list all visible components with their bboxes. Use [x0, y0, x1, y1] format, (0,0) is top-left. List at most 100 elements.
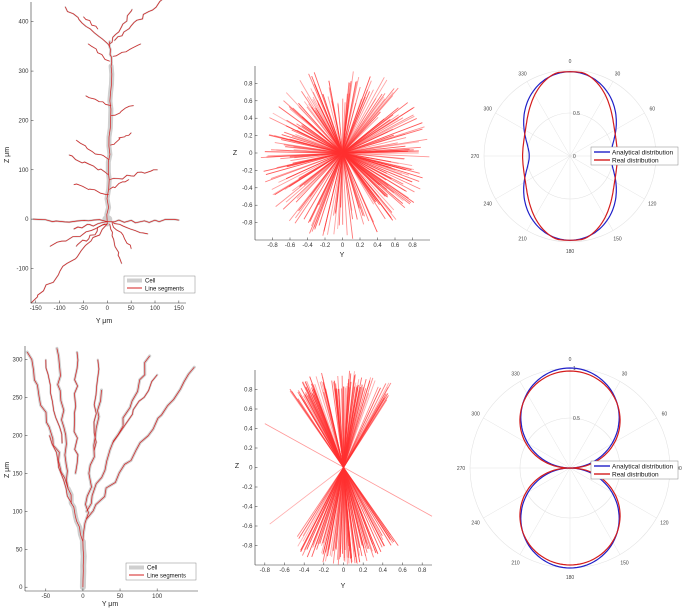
- direction-line: [343, 467, 373, 545]
- polar-radius-label: 0: [573, 154, 576, 160]
- y-axis-label: Z: [235, 463, 240, 470]
- polar-angle-label: 30: [622, 372, 628, 378]
- polar-angle-label: 0: [569, 59, 572, 65]
- polar-grid-spoke: [483, 467, 571, 519]
- polar-grid-spoke: [495, 155, 571, 200]
- polar-grid-spoke: [483, 417, 571, 469]
- y-tick-label: -0.4: [242, 505, 253, 511]
- polar-angle-label: 60: [649, 107, 655, 113]
- direction-line: [260, 152, 343, 159]
- polar-angle-label: 60: [662, 412, 668, 418]
- line-segment: [56, 348, 69, 489]
- y-tick-label: 0: [25, 217, 29, 223]
- real-distribution-curve: [522, 71, 618, 241]
- x-axis-label: Y: [340, 252, 345, 259]
- polar-radius-label: 0.5: [573, 416, 580, 422]
- polar-angle-label: 30: [615, 72, 621, 78]
- direction-line: [342, 145, 406, 154]
- direction-line: [327, 96, 343, 154]
- line-segment: [114, 0, 163, 41]
- direction-lines-top: [260, 71, 430, 239]
- direction-line: [309, 152, 343, 234]
- y-tick-label: -0.6: [242, 203, 253, 209]
- x-tick-label: 0.2: [359, 568, 368, 574]
- direction-line: [334, 467, 344, 549]
- direction-line: [318, 152, 343, 226]
- direction-line: [300, 467, 344, 553]
- direction-line: [296, 467, 344, 537]
- radial-plot-bottom: -0.8 -0.6 -0.4 -0.2 0 0.2 0.4 0.6 0.8 -0.8 -0.6 -0.…: [235, 370, 433, 590]
- x-tick-label: 100: [152, 594, 163, 600]
- line-segment: [106, 66, 113, 225]
- direction-line: [283, 131, 343, 154]
- legend-entry-cell: Cell: [145, 279, 155, 285]
- direction-line: [342, 152, 411, 205]
- direction-line: [327, 152, 343, 235]
- polar-angle-label: 330: [511, 372, 520, 378]
- direction-line: [295, 152, 343, 203]
- y-tick-label: -0.8: [242, 221, 253, 227]
- direction-line: [298, 102, 343, 154]
- direction-line: [304, 381, 344, 468]
- direction-line: [334, 388, 344, 468]
- cell-shape-bottom: [25, 346, 196, 591]
- x-tick-label: 0.4: [373, 243, 382, 249]
- direction-line: [282, 152, 343, 210]
- x-axis-label: Y μm: [96, 318, 113, 325]
- direction-line: [337, 102, 343, 154]
- polar-angle-label: 150: [613, 236, 622, 242]
- polar-angle-label: 0: [569, 357, 572, 363]
- direction-line: [292, 152, 343, 192]
- line-segment: [49, 435, 73, 504]
- direction-line: [263, 152, 343, 172]
- y-tick-label: 0: [249, 466, 253, 472]
- x-tick-label: -100: [54, 306, 67, 312]
- direction-line: [269, 467, 344, 525]
- line-segment: [110, 132, 132, 146]
- y-tick-label: 0.6: [244, 407, 253, 413]
- direction-line: [342, 152, 415, 193]
- line-segment: [30, 223, 108, 304]
- direction-line: [343, 467, 391, 536]
- x-tick-label: 50: [128, 306, 135, 312]
- direction-line: [281, 134, 343, 154]
- direction-line: [342, 152, 403, 175]
- legend: Cell Line segments: [125, 562, 197, 581]
- direction-line: [325, 388, 344, 468]
- direction-line: [337, 104, 343, 154]
- line-segments-bottom: [26, 348, 195, 588]
- direction-line: [342, 152, 365, 217]
- x-tick-label: -50: [79, 306, 88, 312]
- direction-line: [328, 467, 344, 550]
- polar-grid-spoke: [569, 467, 657, 519]
- direction-line: [342, 467, 344, 554]
- analytical-distribution-curve: [520, 367, 620, 569]
- polar-grid-bottom: 0 30 60 90 120 150 180 210 240 270 300 330 0.5 1: [457, 357, 682, 581]
- line-segment: [109, 223, 122, 264]
- direction-line: [333, 152, 343, 216]
- direction-line: [338, 388, 344, 468]
- x-tick-label: -0.4: [299, 568, 310, 574]
- direction-line: [270, 152, 343, 179]
- polar-angle-label: 300: [471, 412, 480, 418]
- direction-line: [315, 376, 344, 468]
- direction-line: [288, 152, 343, 187]
- direction-line: [264, 151, 343, 154]
- y-tick-label: 0.8: [244, 81, 253, 87]
- direction-line: [342, 86, 361, 154]
- line-segment: [87, 43, 110, 62]
- direction-line: [343, 386, 359, 468]
- direction-line: [294, 152, 343, 224]
- line-segment: [93, 359, 100, 451]
- line-segment: [110, 221, 148, 235]
- line-segments-top: [30, 0, 179, 304]
- direction-line: [342, 152, 405, 160]
- axes-bottom-middle: -0.8 -0.6 -0.4 -0.2 0 0.2 0.4 0.6 0.8 -0.8 -0.6 -0.…: [242, 370, 432, 574]
- direction-line: [342, 106, 415, 154]
- direction-line: [332, 467, 344, 552]
- polar-angle-label: 120: [660, 521, 669, 527]
- polar-grid-spoke: [569, 381, 621, 469]
- direction-line: [342, 92, 394, 154]
- x-tick-label: 0.6: [398, 568, 407, 574]
- line-segment: [111, 105, 134, 116]
